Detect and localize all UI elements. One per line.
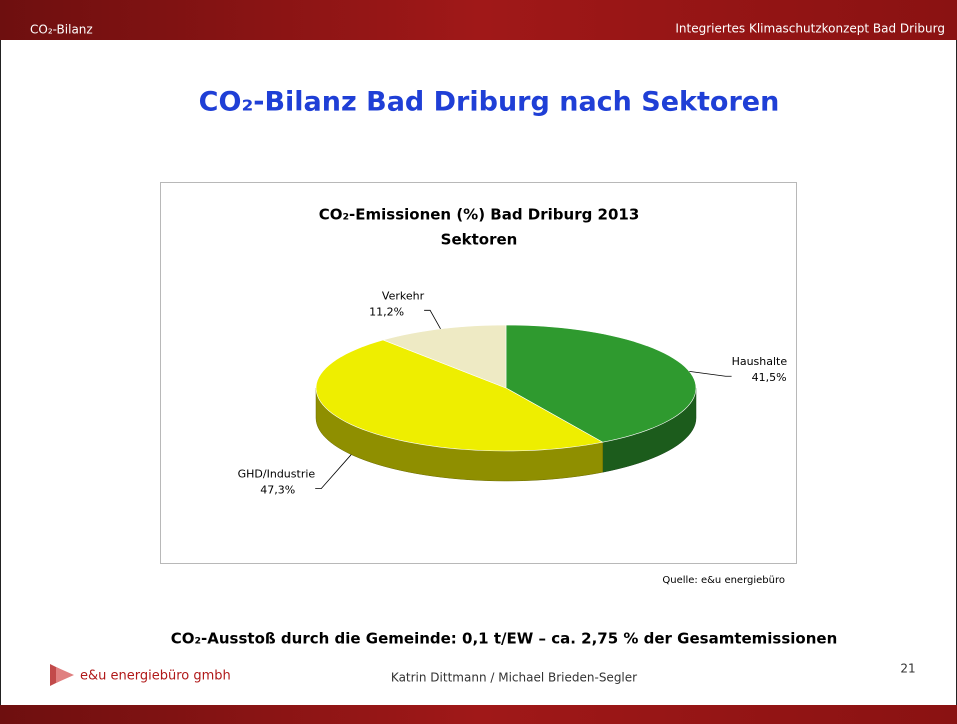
footer-authors: Katrin Dittmann / Michael Brieden-Segler: [391, 671, 637, 685]
header-left: CO₂-Bilanz: [30, 23, 93, 37]
slide-title: CO₂-Bilanz Bad Driburg nach Sektoren: [199, 87, 780, 118]
pie-slice: [315, 339, 604, 482]
chart-subtitle: Sektoren: [441, 231, 518, 249]
pie: Haushalte 41,5% GHD/Industrie 47,3% Verkehr 1…: [238, 289, 788, 496]
source: Quelle: e&u energiebüro: [662, 575, 785, 586]
slice-value-label: 11,2%: [369, 305, 404, 318]
leader-line: [315, 454, 352, 490]
slice-top: [382, 324, 507, 389]
footer-company: e&u energiebüro gmbh: [80, 669, 231, 684]
logo: [50, 664, 74, 686]
slice-value-label: 41,5%: [752, 371, 787, 384]
slice-label: Verkehr: [382, 289, 425, 302]
statement: CO₂-Ausstoß durch die Gemeinde: 0,1 t/EW…: [171, 630, 838, 648]
slice-value-label: 47,3%: [260, 484, 295, 497]
leader-line: [689, 370, 732, 377]
slice-top: [505, 324, 697, 443]
header-bar: [0, 0, 957, 40]
slice-top: [315, 339, 604, 452]
chart-title: CO₂-Emissionen (%) Bad Driburg 2013: [319, 206, 640, 224]
leader-line: [424, 309, 441, 330]
header-right: Integriertes Klimaschutzkonzept Bad Drib…: [675, 22, 945, 36]
slice-label: GHD/Industrie: [238, 468, 316, 481]
slice-label: Haushalte: [732, 355, 788, 368]
page-number: 21: [900, 662, 915, 676]
pie-slice: [382, 324, 507, 389]
footer-bar: [0, 705, 957, 724]
